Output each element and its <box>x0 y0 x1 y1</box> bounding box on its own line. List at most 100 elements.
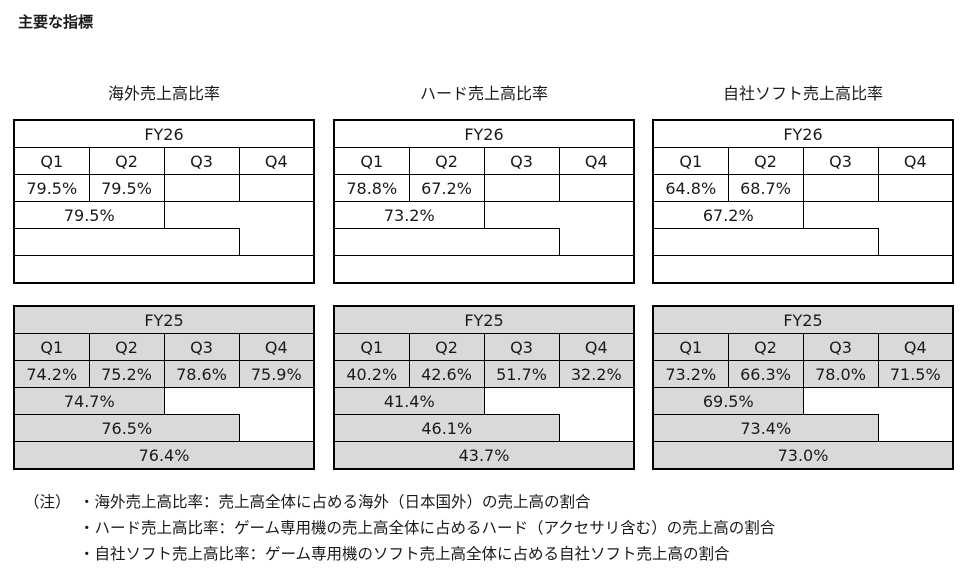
fy-label: FY25 <box>333 305 635 334</box>
quarter-value: 51.7% <box>483 360 560 388</box>
fy-label: FY26 <box>652 119 954 148</box>
empty-cell <box>484 387 634 415</box>
empty-cell <box>484 201 634 229</box>
h1-cumulative: 73.2% <box>333 201 485 229</box>
fy-label: FY26 <box>13 119 315 148</box>
quarter-value: 73.2% <box>652 360 729 388</box>
note-text: ・ハード売上高比率：ゲーム専用機の売上高全体に占めるハード（アクセサリ含む）の売… <box>79 519 776 537</box>
group-title-hardware: ハード売上高比率 <box>419 84 548 103</box>
note-line: ・ハード売上高比率：ゲーム専用機の売上高全体に占めるハード（アクセサリ含む）の売… <box>24 515 775 541</box>
quarter-header: Q1 <box>13 147 90 175</box>
table-software-fy25: FY25 Q1 Q2 Q3 Q4 73.2% 66.3% 78.0% 71.5%… <box>652 305 954 470</box>
quarter-header: Q2 <box>408 333 485 361</box>
quarter-value <box>877 174 954 202</box>
h1-cumulative: 74.7% <box>13 387 165 415</box>
group-title-first-party-software: 自社ソフト売上高比率 <box>722 84 883 103</box>
table-software-fy26: FY26 Q1 Q2 Q3 Q4 64.8% 68.7% 67.2% <box>652 119 954 284</box>
q3-cumulative <box>333 228 560 256</box>
group-title-overseas: 海外売上高比率 <box>107 84 220 103</box>
q3-cumulative <box>13 228 240 256</box>
fy-label: FY26 <box>333 119 635 148</box>
quarter-value: 67.2% <box>408 174 485 202</box>
quarter-header: Q1 <box>652 333 729 361</box>
quarter-header: Q2 <box>408 147 485 175</box>
quarter-header: Q1 <box>333 147 410 175</box>
quarter-value: 32.2% <box>558 360 635 388</box>
quarter-header: Q4 <box>238 333 315 361</box>
h1-cumulative: 79.5% <box>13 201 165 229</box>
quarter-value: 78.8% <box>333 174 410 202</box>
empty-cell <box>164 201 314 229</box>
quarter-value <box>238 174 315 202</box>
empty-cell <box>803 387 953 415</box>
quarter-header: Q1 <box>13 333 90 361</box>
quarter-value <box>483 174 560 202</box>
full-year <box>333 255 635 284</box>
empty-cell <box>239 228 314 256</box>
full-year: 73.0% <box>652 441 954 470</box>
quarter-value: 75.2% <box>88 360 165 388</box>
fy-label: FY25 <box>13 305 315 334</box>
note-text: ・自社ソフト売上高比率：ゲーム専用機のソフト売上高全体に占める自社ソフト売上高の… <box>79 545 730 563</box>
empty-cell <box>878 228 953 256</box>
page-title: 主要な指標 <box>18 13 94 31</box>
quarter-header: Q3 <box>802 147 879 175</box>
quarter-header: Q4 <box>877 147 954 175</box>
quarter-value: 78.6% <box>163 360 240 388</box>
notes: （注） ・海外売上高比率：売上高全体に占める海外（日本国外）の売上高の割合 ・ハ… <box>24 489 775 567</box>
empty-cell <box>803 201 953 229</box>
quarter-value: 79.5% <box>13 174 90 202</box>
note-line: ・自社ソフト売上高比率：ゲーム専用機のソフト売上高全体に占める自社ソフト売上高の… <box>24 541 775 567</box>
empty-cell <box>878 414 953 442</box>
quarter-header: Q4 <box>877 333 954 361</box>
q3-cumulative: 73.4% <box>652 414 879 442</box>
note-prefix: （注） <box>24 493 71 511</box>
h1-cumulative: 41.4% <box>333 387 485 415</box>
q3-cumulative <box>652 228 879 256</box>
fy-label: FY25 <box>652 305 954 334</box>
quarter-value <box>163 174 240 202</box>
quarter-header: Q2 <box>88 147 165 175</box>
quarter-value: 74.2% <box>13 360 90 388</box>
table-hardware-fy25: FY25 Q1 Q2 Q3 Q4 40.2% 42.6% 51.7% 32.2%… <box>333 305 635 470</box>
quarter-header: Q4 <box>558 333 635 361</box>
quarter-header: Q1 <box>652 147 729 175</box>
quarter-value: 71.5% <box>877 360 954 388</box>
empty-cell <box>559 414 634 442</box>
h1-cumulative: 67.2% <box>652 201 804 229</box>
q3-cumulative: 76.5% <box>13 414 240 442</box>
h1-cumulative: 69.5% <box>652 387 804 415</box>
quarter-value: 68.7% <box>727 174 804 202</box>
quarter-header: Q2 <box>88 333 165 361</box>
quarter-value: 75.9% <box>238 360 315 388</box>
quarter-header: Q3 <box>163 147 240 175</box>
quarter-value <box>558 174 635 202</box>
q3-cumulative: 46.1% <box>333 414 560 442</box>
quarter-header: Q3 <box>163 333 240 361</box>
empty-cell <box>164 387 314 415</box>
quarter-header: Q1 <box>333 333 410 361</box>
note-text: ・海外売上高比率：売上高全体に占める海外（日本国外）の売上高の割合 <box>79 493 591 511</box>
quarter-header: Q3 <box>483 333 560 361</box>
quarter-value: 64.8% <box>652 174 729 202</box>
quarter-value: 78.0% <box>802 360 879 388</box>
note-line: （注） ・海外売上高比率：売上高全体に占める海外（日本国外）の売上高の割合 <box>24 489 775 515</box>
quarter-header: Q3 <box>483 147 560 175</box>
full-year <box>13 255 315 284</box>
quarter-value <box>802 174 879 202</box>
quarter-value: 66.3% <box>727 360 804 388</box>
quarter-value: 42.6% <box>408 360 485 388</box>
quarter-value: 40.2% <box>333 360 410 388</box>
quarter-header: Q2 <box>727 333 804 361</box>
table-overseas-fy25: FY25 Q1 Q2 Q3 Q4 74.2% 75.2% 78.6% 75.9%… <box>13 305 315 470</box>
quarter-header: Q4 <box>558 147 635 175</box>
note-indent <box>24 515 79 541</box>
table-hardware-fy26: FY26 Q1 Q2 Q3 Q4 78.8% 67.2% 73.2% <box>333 119 635 284</box>
full-year: 76.4% <box>13 441 315 470</box>
note-indent <box>24 541 79 567</box>
empty-cell <box>559 228 634 256</box>
quarter-header: Q2 <box>727 147 804 175</box>
quarter-header: Q3 <box>802 333 879 361</box>
table-overseas-fy26: FY26 Q1 Q2 Q3 Q4 79.5% 79.5% 79.5% <box>13 119 315 284</box>
full-year <box>652 255 954 284</box>
